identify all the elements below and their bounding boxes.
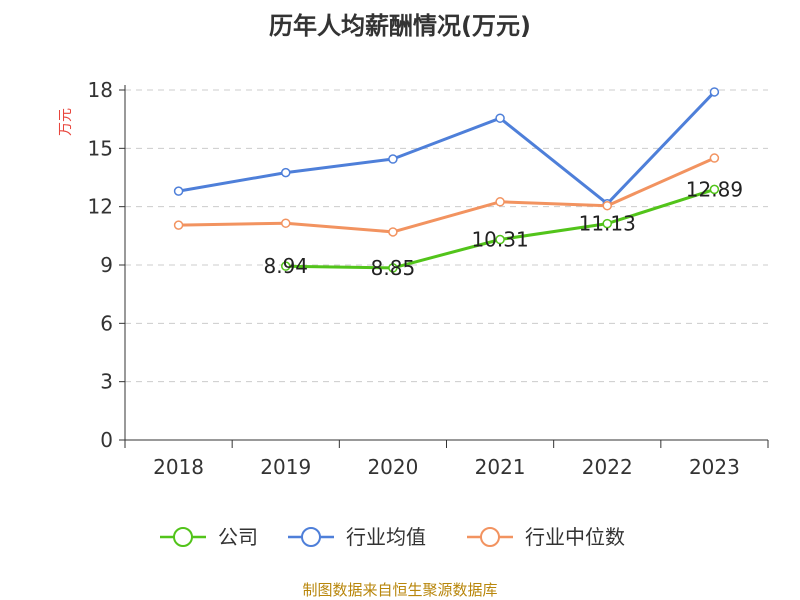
data-point — [602, 218, 612, 229]
data-label: 10.31 — [471, 228, 528, 252]
legend-item-0: 公司 — [160, 525, 258, 549]
data-point — [709, 87, 720, 97]
legend-item-1: 行业均值 — [288, 525, 426, 549]
legend-label: 行业均值 — [346, 525, 426, 549]
y-tick-label: 0 — [100, 428, 113, 452]
data-point — [709, 184, 720, 195]
series-0 — [281, 184, 720, 273]
legend-item-2: 行业中位数 — [467, 525, 625, 549]
x-tick-label: 2022 — [582, 455, 633, 479]
series-lines — [173, 87, 720, 273]
grid-lines — [125, 89, 768, 383]
y-tick-label: 12 — [88, 195, 113, 219]
data-labels: 8.94 8.85 10.31 11.13 12.89 — [263, 177, 743, 280]
x-tick-label: 2023 — [689, 455, 740, 479]
series-2 — [173, 153, 720, 237]
data-point — [709, 153, 720, 163]
y-tick-label: 15 — [88, 136, 113, 160]
y-axis-label: 万元 — [58, 108, 74, 136]
y-tick-label: 6 — [100, 311, 113, 335]
data-label: 8.85 — [371, 256, 416, 280]
data-point — [495, 234, 505, 245]
x-tick-label: 2018 — [153, 455, 204, 479]
data-point — [173, 220, 184, 230]
series-line — [178, 90, 716, 206]
data-label: 8.94 — [263, 254, 308, 278]
x-tick-label: 2020 — [367, 455, 418, 479]
data-point — [281, 261, 291, 271]
y-tick-label: 3 — [100, 370, 113, 394]
data-label: 11.13 — [579, 212, 636, 236]
chart-title: 历年人均薪酬情况(万元) — [269, 12, 531, 40]
data-point — [281, 218, 291, 228]
legend-label: 行业中位数 — [525, 525, 625, 549]
data-point — [388, 154, 398, 164]
data-point — [495, 197, 505, 207]
x-tick-label: 2021 — [475, 455, 526, 479]
data-point — [388, 263, 398, 273]
legend: 公司 行业均值 行业中位数 — [160, 525, 625, 549]
data-point — [495, 113, 505, 123]
source-note: 制图数据来自恒生聚源数据库 — [302, 581, 497, 599]
legend-marker — [173, 527, 193, 547]
data-point — [281, 167, 291, 178]
series-line — [178, 156, 716, 234]
series-1 — [173, 87, 720, 209]
y-tick-label: 9 — [100, 253, 113, 277]
data-point — [388, 227, 398, 237]
x-tick-label: 2019 — [260, 455, 311, 479]
legend-marker — [480, 527, 500, 547]
legend-marker — [301, 527, 321, 547]
data-point — [602, 200, 612, 211]
data-point — [173, 186, 184, 196]
axes: 0 3 6 9 12 15 18 2018 2019 2020 2021 2022 2023 — [88, 78, 769, 479]
legend-label: 公司 — [218, 525, 258, 549]
y-tick-label: 18 — [88, 78, 113, 102]
data-label: 12.89 — [686, 177, 743, 201]
